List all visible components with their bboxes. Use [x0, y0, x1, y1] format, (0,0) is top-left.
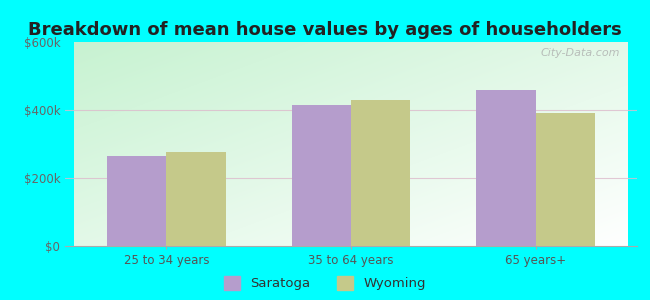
Text: City-Data.com: City-Data.com: [540, 48, 620, 58]
Text: Breakdown of mean house values by ages of householders: Breakdown of mean house values by ages o…: [28, 21, 622, 39]
Bar: [351, 100, 410, 246]
Bar: [476, 90, 536, 246]
Bar: [107, 156, 166, 246]
Bar: [536, 113, 595, 246]
Bar: [292, 105, 351, 246]
Legend: Saratoga, Wyoming: Saratoga, Wyoming: [224, 276, 426, 290]
Bar: [166, 152, 226, 246]
